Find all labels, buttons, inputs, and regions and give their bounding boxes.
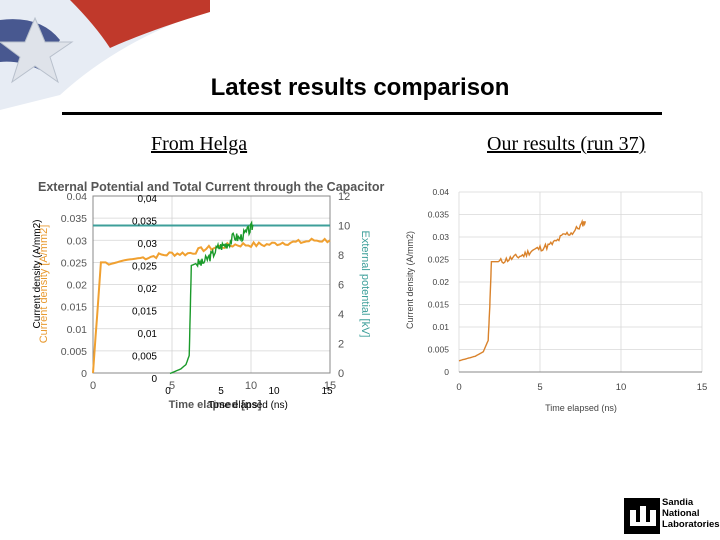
x-axis-label: Time elapsed [ns]	[169, 399, 262, 411]
flag-red-band	[70, 0, 210, 48]
slide-title: Latest results comparison	[210, 74, 510, 101]
flag-decoration	[0, 0, 210, 110]
x-tick-label: 10	[245, 380, 257, 392]
star-icon	[0, 16, 74, 84]
overlay-x-tick-label: 10	[268, 386, 280, 397]
overlay-y-tick-label: 0	[151, 374, 157, 385]
y-tick-label: 0.025	[61, 257, 87, 269]
logo-line-3: Laboratories	[662, 519, 720, 530]
y-tick-label: 0.04	[67, 191, 88, 203]
sandia-logo-icon	[624, 498, 660, 534]
overlay-y-tick-label: 0,025	[132, 262, 157, 273]
y-tick-label: 0	[444, 367, 449, 377]
overlay-y-tick-label: 0,035	[132, 217, 157, 228]
overlay-x-tick-label: 5	[218, 386, 224, 397]
series-current-density	[458, 218, 587, 362]
series-total-current	[92, 237, 331, 374]
logo-line-2: National	[662, 508, 700, 519]
logo-line-1: Sandia	[662, 497, 694, 508]
y-tick-label: 0.03	[432, 232, 449, 242]
x-axis-label: Time elapsed (ns)	[545, 403, 617, 413]
y2-tick-label: 10	[338, 221, 350, 233]
y-tick-label: 0	[81, 368, 87, 380]
y-tick-label: 0.01	[67, 324, 88, 336]
y2-axis-label: External potential [kV]	[359, 230, 371, 337]
title-rule	[62, 112, 662, 115]
y-axis-label: Current density [A/mm2]	[38, 225, 50, 344]
y2-tick-label: 8	[338, 250, 344, 262]
y-tick-label: 0.005	[61, 346, 87, 358]
overlay-y-axis-label: Current density (A/mm2)	[32, 220, 43, 329]
overlay-y-tick-label: 0,01	[138, 329, 158, 340]
chart-title: External Potential and Total Current thr…	[38, 180, 384, 194]
x-tick-label: 15	[697, 382, 708, 393]
y-tick-label: 0.02	[432, 277, 449, 287]
y-axis-label: Current density (A/mm2)	[405, 231, 415, 329]
x-tick-label: 5	[169, 380, 175, 392]
overlay-y-tick-label: 0,03	[138, 239, 158, 250]
run37-chart: 0 0.005 0.01 0.015 0.02 0.025 0.03 0.035 0.04 0 5 1…	[405, 187, 708, 413]
x-tick-label: 10	[616, 382, 627, 393]
x-tick-label: 5	[537, 382, 542, 393]
overlay-x-tick-label: 15	[321, 386, 333, 397]
y-tick-label: 0.015	[61, 302, 87, 314]
y2-tick-label: 6	[338, 280, 344, 292]
y-tick-label: 0.035	[61, 213, 87, 225]
overlay-y-tick-label: 0,005	[132, 352, 157, 363]
y-tick-label: 0.04	[432, 187, 449, 197]
overlay-y-tick-label: 0,04	[138, 194, 158, 205]
y2-tick-label: 2	[338, 339, 344, 351]
logo-wordmark: Sandia National Laboratories	[662, 497, 720, 530]
plot-frame	[92, 195, 331, 374]
x-tick-label: 15	[324, 380, 336, 392]
overlay-y-tick-label: 0,02	[138, 284, 158, 295]
logo-thunderbird	[630, 506, 656, 526]
y-tick-label: 0.015	[428, 300, 450, 310]
overlay-x-tick-label: 0	[165, 386, 171, 397]
overlay-x-axis-label: Time elapsed (ns)	[208, 400, 288, 411]
overlay-y-tick-label: 0,015	[132, 307, 157, 318]
series-overlay-simulation	[169, 220, 254, 375]
y2-tick-label: 12	[338, 191, 350, 203]
y-tick-label: 0.035	[428, 210, 450, 220]
y2-tick-label: 0	[338, 368, 344, 380]
right-column-heading: Our results (run 37)	[487, 133, 646, 155]
helga-chart: External Potential and Total Current thr…	[32, 180, 384, 411]
x-tick-label: 0	[90, 380, 96, 392]
y-tick-label: 0.03	[67, 235, 88, 247]
y-tick-label: 0.005	[428, 345, 450, 355]
x-tick-label: 0	[456, 382, 461, 393]
y-tick-label: 0.02	[67, 280, 88, 292]
y-tick-label: 0.025	[428, 255, 450, 265]
y2-tick-label: 4	[338, 309, 344, 321]
left-column-heading: From Helga	[151, 133, 248, 155]
y-tick-label: 0.01	[432, 322, 449, 332]
